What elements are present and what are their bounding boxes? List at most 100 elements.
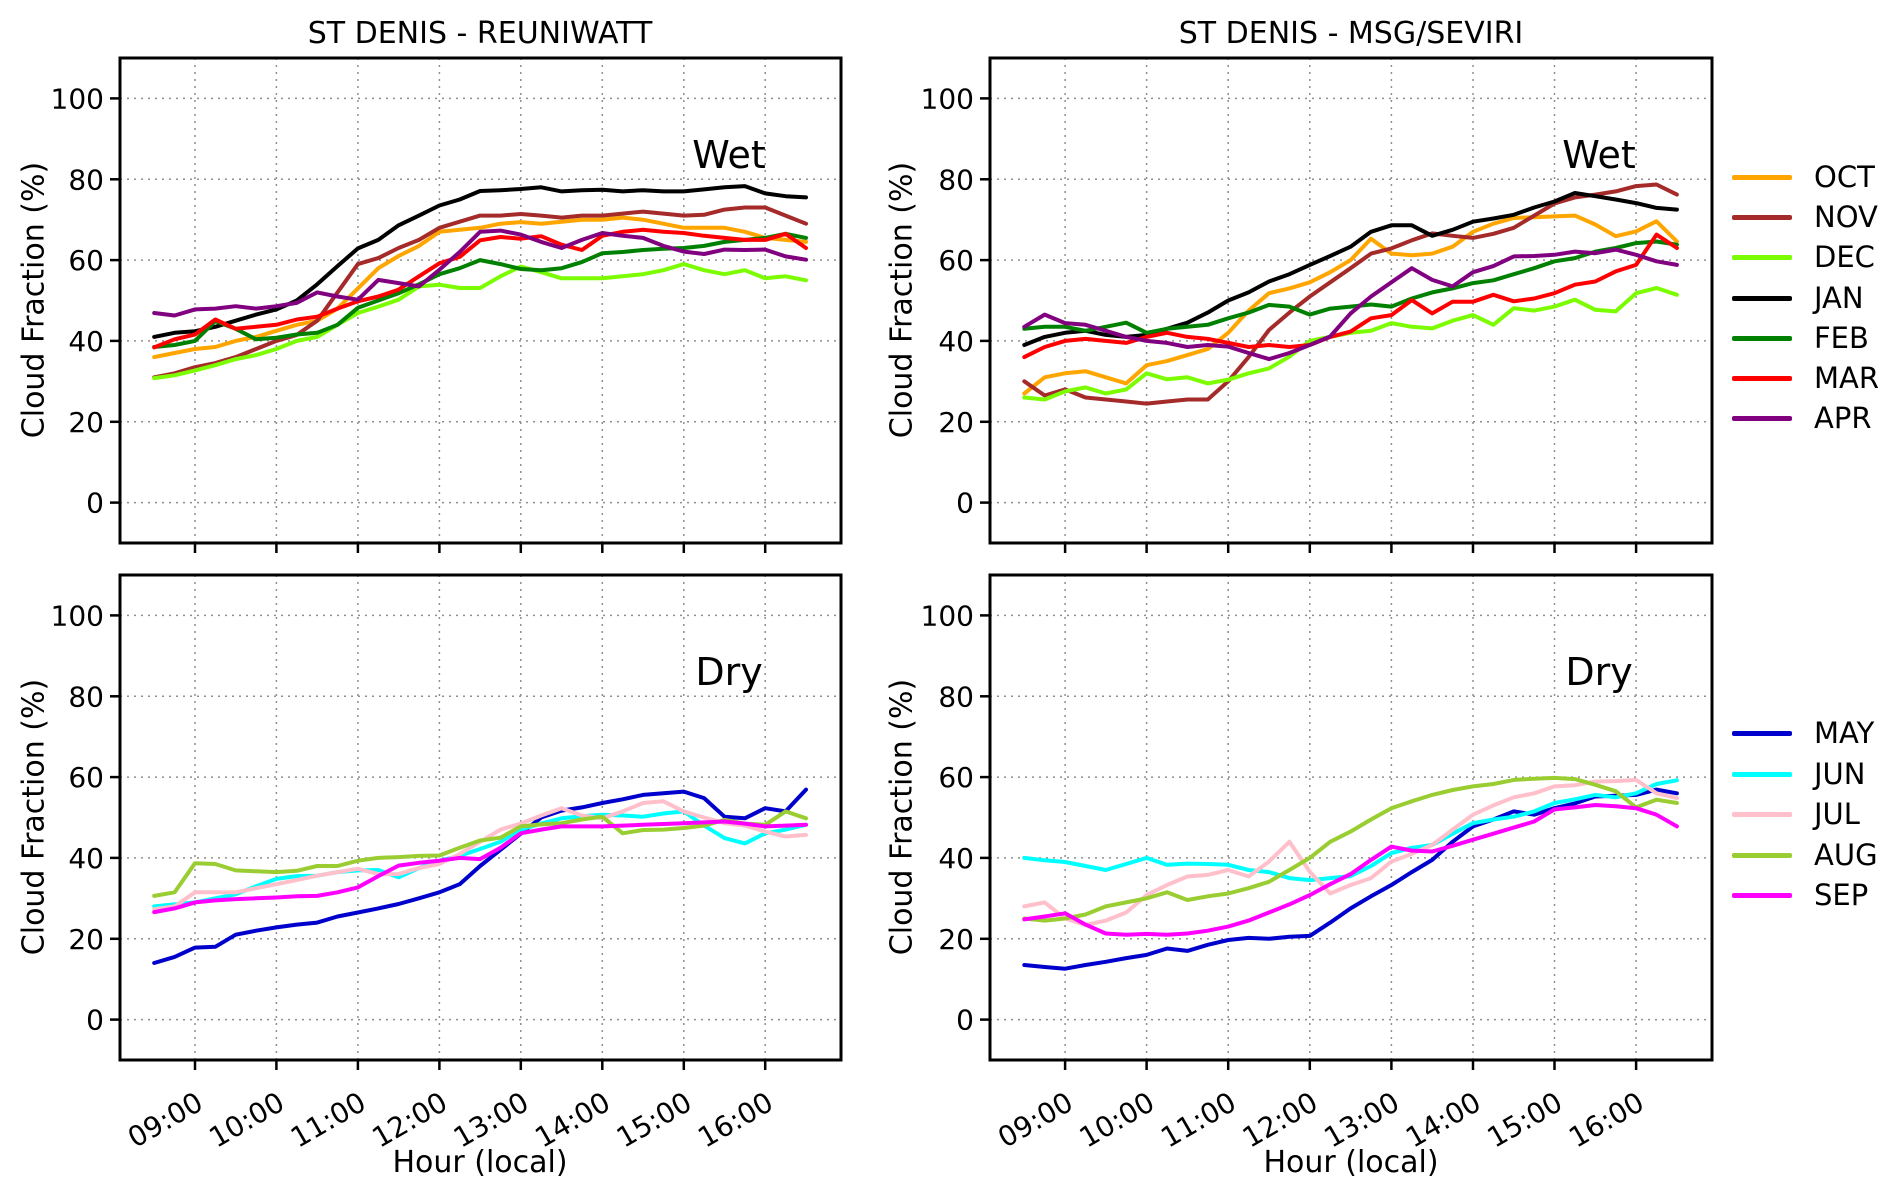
y-tick-label: 100 bbox=[51, 599, 104, 632]
annotation-dry-seviri: Dry bbox=[1565, 650, 1633, 694]
legend-item-jun: JUN bbox=[1732, 758, 1865, 790]
series-line-oct-reuniwatt-wet bbox=[152, 215, 808, 360]
y-axis-label-bottom-right: Cloud Fraction (%) bbox=[884, 678, 920, 956]
series-line-jul-reuniwatt-dry bbox=[152, 799, 808, 912]
series-line-aug-seviri-dry bbox=[1022, 775, 1679, 923]
legend-item-apr: APR bbox=[1732, 402, 1871, 434]
x-tick-label: 09:00 bbox=[122, 1085, 208, 1154]
y-tick-label: 60 bbox=[938, 244, 974, 277]
legend-line-swatch-nov bbox=[1732, 214, 1792, 220]
annotation-dry-reuniwatt: Dry bbox=[695, 650, 763, 694]
y-tick-label: 100 bbox=[921, 599, 974, 632]
x-tick-label: 16:00 bbox=[692, 1085, 778, 1154]
y-tick-label: 20 bbox=[68, 406, 104, 439]
legend-label: OCT bbox=[1814, 160, 1875, 194]
legend-line-swatch-sep bbox=[1732, 892, 1792, 898]
legend-line-swatch-jul bbox=[1732, 811, 1792, 817]
y-tick-label: 80 bbox=[68, 163, 104, 196]
legend-item-feb: FEB bbox=[1732, 322, 1869, 354]
legend-item-aug: AUG bbox=[1732, 839, 1878, 871]
legend-label: FEB bbox=[1814, 321, 1869, 355]
y-tick-label: 40 bbox=[938, 325, 974, 358]
series-line-nov-seviri-wet bbox=[1022, 182, 1679, 406]
y-tick-label: 60 bbox=[68, 244, 104, 277]
legend-item-sep: SEP bbox=[1732, 879, 1868, 911]
legend-line-swatch-apr bbox=[1732, 415, 1792, 421]
series-line-apr-seviri-wet bbox=[1022, 247, 1679, 362]
y-tick-label: 20 bbox=[68, 923, 104, 956]
series-line-sep-seviri-dry bbox=[1022, 803, 1679, 937]
series-line-jan-reuniwatt-wet bbox=[152, 184, 808, 339]
y-axis-label-bottom-left: Cloud Fraction (%) bbox=[16, 678, 52, 956]
legend-line-swatch-mar bbox=[1732, 375, 1792, 381]
legend-label: JUN bbox=[1814, 757, 1866, 791]
y-tick-label: 80 bbox=[938, 163, 974, 196]
series-line-mar-seviri-wet bbox=[1022, 232, 1679, 360]
legend-line-swatch-may bbox=[1732, 730, 1792, 736]
legend-label: SEP bbox=[1814, 878, 1869, 912]
subplot-title-reuniwatt: ST DENIS - REUNIWATT bbox=[307, 16, 653, 51]
x-tick-label: 10:00 bbox=[204, 1085, 290, 1154]
legend-label: MAY bbox=[1814, 716, 1875, 750]
x-tick-label: 09:00 bbox=[992, 1085, 1078, 1154]
x-axis-label-right: Hour (local) bbox=[1263, 1145, 1439, 1180]
legend-item-oct: OCT bbox=[1732, 161, 1875, 193]
series-line-apr-reuniwatt-wet bbox=[152, 228, 808, 318]
legend-item-jan: JAN bbox=[1732, 282, 1864, 314]
legend-line-swatch-aug bbox=[1732, 852, 1792, 858]
legend-label: AUG bbox=[1814, 838, 1878, 872]
legend-label: MAR bbox=[1814, 361, 1880, 395]
subplot-title-seviri: ST DENIS - MSG/SEVIRI bbox=[1178, 16, 1524, 51]
legend-line-swatch-feb bbox=[1732, 335, 1792, 341]
x-tick-label: 10:00 bbox=[1074, 1085, 1160, 1154]
y-tick-label: 100 bbox=[921, 82, 974, 115]
series-line-nov-reuniwatt-wet bbox=[152, 205, 808, 380]
series-line-may-seviri-dry bbox=[1022, 787, 1679, 971]
y-tick-label: 80 bbox=[68, 680, 104, 713]
x-tick-label: 15:00 bbox=[611, 1085, 697, 1154]
legend-label: NOV bbox=[1814, 200, 1878, 234]
series-line-jul-seviri-dry bbox=[1022, 777, 1679, 927]
y-tick-label: 0 bbox=[86, 487, 104, 520]
y-tick-label: 80 bbox=[938, 680, 974, 713]
plot-border bbox=[118, 56, 843, 545]
y-tick-label: 40 bbox=[68, 842, 104, 875]
annotation-wet-reuniwatt: Wet bbox=[692, 133, 766, 177]
legend-line-swatch-oct bbox=[1732, 174, 1792, 180]
series-line-feb-seviri-wet bbox=[1022, 239, 1679, 335]
legend-line-swatch-dec bbox=[1732, 254, 1792, 260]
panel-reuniwatt-wet: 0 20 40 60 80 100 bbox=[51, 56, 843, 553]
y-tick-label: 20 bbox=[938, 923, 974, 956]
x-axis-label-left: Hour (local) bbox=[392, 1145, 568, 1180]
plot-border bbox=[988, 56, 1714, 545]
series-line-sep-reuniwatt-dry bbox=[152, 819, 808, 915]
series-line-dec-reuniwatt-wet bbox=[152, 262, 808, 381]
x-tick-label: 11:00 bbox=[285, 1085, 371, 1154]
legend-label: APR bbox=[1814, 401, 1872, 435]
y-axis-label-top-left: Cloud Fraction (%) bbox=[16, 161, 52, 439]
y-tick-label: 0 bbox=[956, 487, 974, 520]
series-line-may-reuniwatt-dry bbox=[152, 787, 808, 965]
series-line-oct-seviri-wet bbox=[1022, 213, 1679, 396]
y-tick-label: 0 bbox=[956, 1004, 974, 1037]
plot-border bbox=[118, 573, 843, 1062]
x-tick-label: 15:00 bbox=[1482, 1085, 1568, 1154]
annotation-wet-seviri: Wet bbox=[1562, 133, 1636, 177]
legend-item-dec: DEC bbox=[1732, 241, 1875, 273]
y-tick-label: 0 bbox=[86, 1004, 104, 1037]
plot-border bbox=[988, 573, 1714, 1062]
y-axis-label-top-right: Cloud Fraction (%) bbox=[884, 161, 920, 439]
y-tick-label: 40 bbox=[938, 842, 974, 875]
legend-line-swatch-jun bbox=[1732, 771, 1792, 777]
legend-item-may: MAY bbox=[1732, 717, 1874, 749]
panel-seviri-wet: 0 20 40 60 80 100 bbox=[921, 56, 1714, 553]
legend-item-jul: JUL bbox=[1732, 798, 1860, 830]
series-line-mar-reuniwatt-wet bbox=[152, 227, 808, 350]
legend-label: JUL bbox=[1814, 797, 1860, 831]
y-tick-label: 60 bbox=[938, 761, 974, 794]
series-line-aug-reuniwatt-dry bbox=[152, 809, 808, 898]
legend-label: DEC bbox=[1814, 240, 1875, 274]
x-tick-label: 11:00 bbox=[1155, 1085, 1241, 1154]
